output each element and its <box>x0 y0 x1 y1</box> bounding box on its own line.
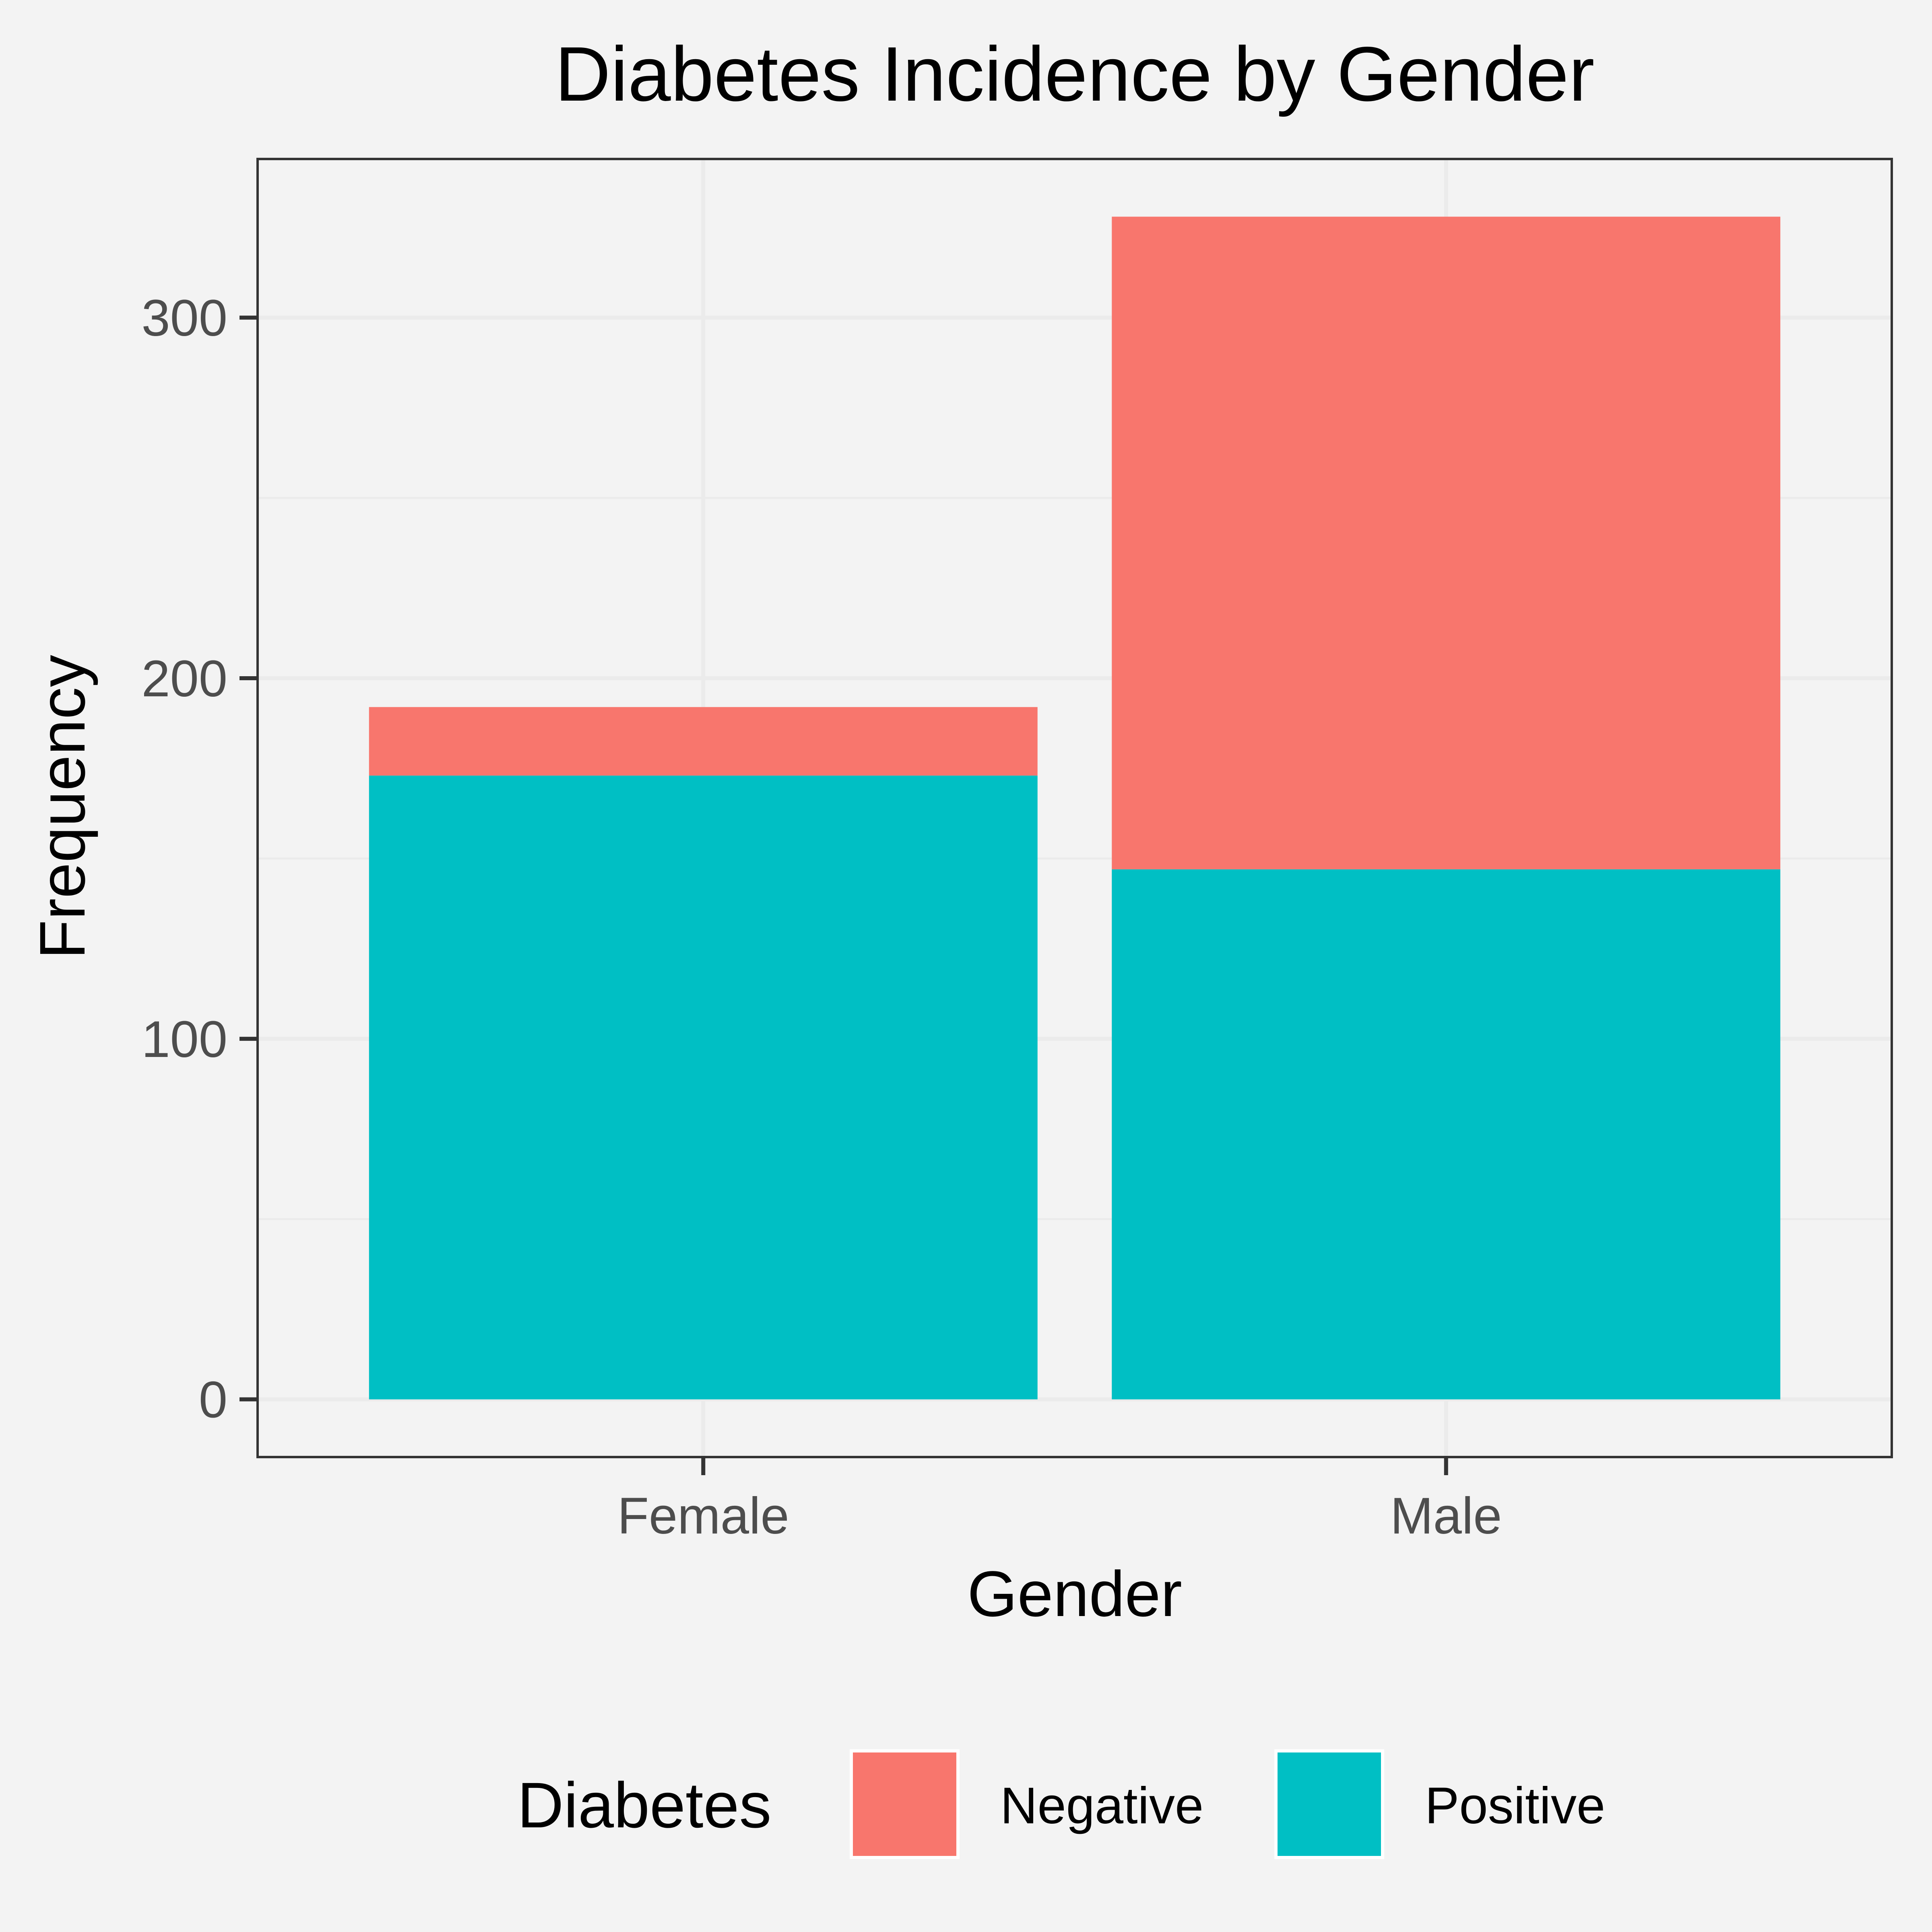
chart-title: Diabetes Incidence by Gender <box>555 31 1595 117</box>
bars <box>369 217 1781 1399</box>
x-tick-label: Female <box>617 1487 789 1545</box>
bar-male-positive <box>1112 869 1781 1399</box>
y-tick-label: 0 <box>199 1371 227 1429</box>
y-axis-title: Frequency <box>26 655 98 959</box>
panel-border <box>256 158 1893 1458</box>
x-axis-title: Gender <box>967 1558 1182 1630</box>
legend-label-negative: Negative <box>1000 1777 1203 1835</box>
axis-ticks: 0 100 200 300 Female Male <box>141 289 1502 1545</box>
y-tick-label: 200 <box>141 650 227 708</box>
legend: Diabetes Negative Positive <box>517 1749 1605 1859</box>
y-tick-label: 300 <box>141 289 227 347</box>
legend-key-negative <box>850 1749 960 1859</box>
legend-label-positive: Positive <box>1425 1777 1605 1835</box>
legend-key-positive <box>1274 1749 1384 1859</box>
bar-male-negative <box>1112 217 1781 869</box>
x-tick-label: Male <box>1390 1487 1502 1545</box>
bar-female-negative <box>369 707 1038 776</box>
y-tick-label: 100 <box>141 1011 227 1068</box>
legend-title: Diabetes <box>517 1769 771 1841</box>
bar-female-positive <box>369 775 1038 1399</box>
